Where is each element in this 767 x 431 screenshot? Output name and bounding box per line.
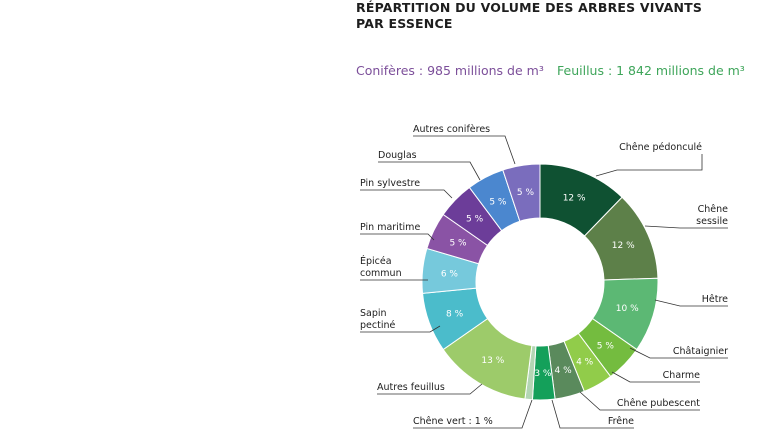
leader-line-chene-vert <box>413 399 533 429</box>
leader-line-autres-coniferes <box>413 135 516 165</box>
leader-line-chataignier <box>629 347 728 359</box>
slice-label-sapin-pectine: Sapin pectiné <box>360 308 395 331</box>
leader-line-sapin-pectine <box>360 325 441 333</box>
slice-label-frene: Frêne <box>608 416 634 427</box>
slice-autres-coniferes <box>502 163 541 222</box>
slice-label-autres-coniferes: Autres conifères <box>413 124 490 135</box>
leader-line-pin-maritime <box>360 233 435 241</box>
slice-value-chataignier: 5 % <box>597 341 615 351</box>
legend-coniferes: Conifères : 985 millions de m³ <box>356 63 544 78</box>
slice-label-chene-pedoncule: Chêne pédonculé <box>619 142 702 153</box>
slice-value-pin-maritime: 5 % <box>449 239 467 249</box>
slice-label-charme: Charme <box>663 370 700 381</box>
chart-title-line-1: RÉPARTITION DU VOLUME DES ARBRES VIVANTS <box>356 0 703 15</box>
slice-label-autres-feuillus: Autres feuillus <box>377 382 445 393</box>
leader-line-chene-pedoncule <box>595 154 703 177</box>
slice-value-chene-sessile: 12 % <box>612 241 635 251</box>
leader-line-frene <box>551 399 634 429</box>
slice-label-chene-vert: Chêne vert : 1 % <box>413 416 493 427</box>
leader-line-pin-sylvestre <box>360 189 453 199</box>
slice-label-epicea-commun: Épicéa commun <box>360 255 402 279</box>
leader-line-chene-pubescent <box>579 391 700 411</box>
slice-label-douglas: Douglas <box>378 150 417 161</box>
legend-feuillus: Feuillus : 1 842 millions de m³ <box>557 63 745 78</box>
slice-value-frene: 3 % <box>534 369 552 379</box>
slice-value-epicea-commun: 6 % <box>441 269 459 279</box>
slice-value-sapin-pectine: 8 % <box>446 309 464 319</box>
slice-value-autres-feuillus: 13 % <box>481 356 504 366</box>
chart-title-line-2: PAR ESSENCE <box>356 16 453 31</box>
slice-value-hetre: 10 % <box>616 304 639 314</box>
slice-value-pin-sylvestre: 5 % <box>466 215 484 225</box>
chart-title: RÉPARTITION DU VOLUME DES ARBRES VIVANTS… <box>356 0 716 32</box>
leader-line-charme <box>611 371 700 383</box>
leader-line-chene-sessile <box>644 225 728 229</box>
slice-label-pin-sylvestre: Pin sylvestre <box>360 178 420 189</box>
slice-value-douglas: 5 % <box>489 197 507 207</box>
slice-value-chene-pedoncule: 12 % <box>563 194 586 204</box>
slice-value-chene-pubescent: 4 % <box>555 366 573 376</box>
slice-value-charme: 4 % <box>576 357 594 367</box>
slice-label-chataignier: Châtaignier <box>673 346 728 357</box>
leader-line-autres-feuillus <box>377 383 483 395</box>
slice-label-hetre: Hêtre <box>702 294 728 305</box>
slice-label-chene-sessile: Chêne sessile <box>696 204 728 227</box>
leader-line-douglas <box>378 161 481 181</box>
slice-value-autres-coniferes: 5 % <box>517 188 535 198</box>
slice-label-pin-maritime: Pin maritime <box>360 222 420 233</box>
slice-label-chene-pubescent: Chêne pubescent <box>617 398 700 409</box>
leader-line-hetre <box>654 299 728 307</box>
